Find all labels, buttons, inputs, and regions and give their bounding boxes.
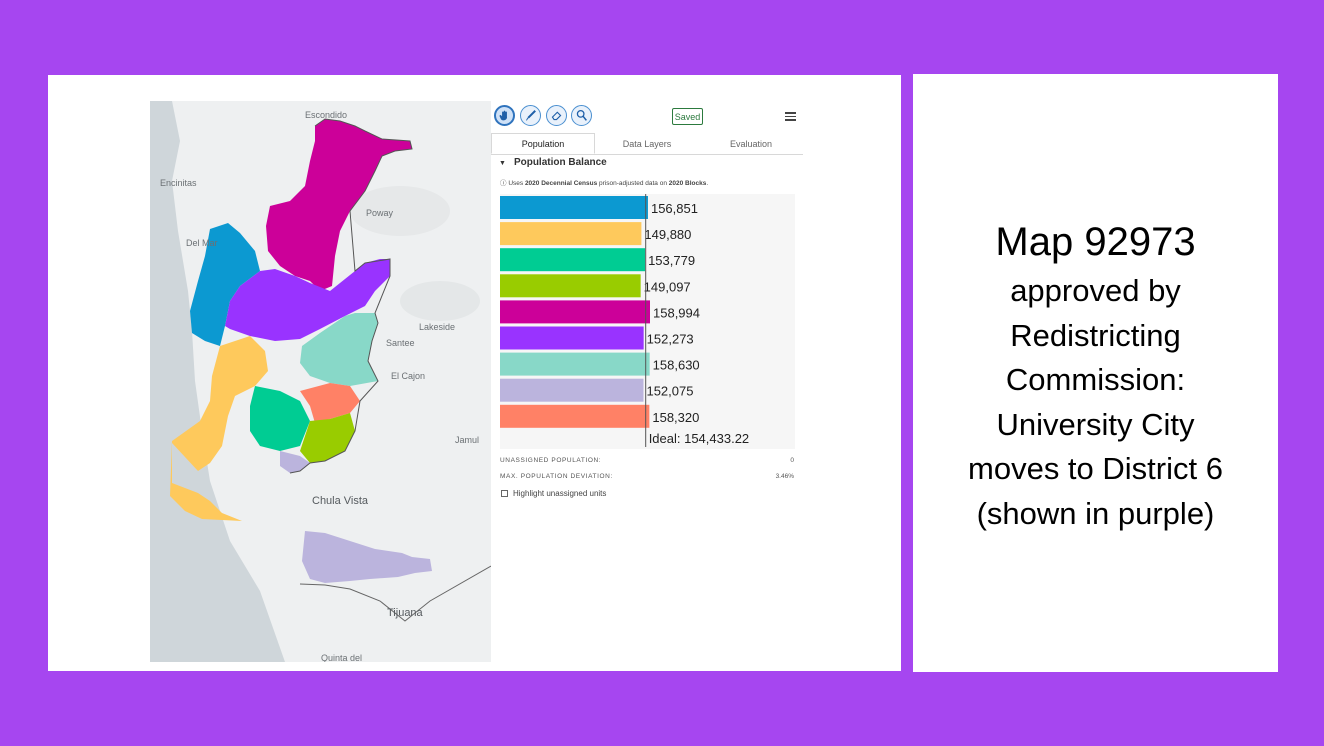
caption-line: University City [996, 406, 1195, 442]
district-bar [500, 274, 641, 298]
info-icon: ⓘ [500, 180, 507, 187]
district-bar [500, 352, 650, 376]
section-title: Population Balance [513, 157, 607, 168]
search-tool-button[interactable] [571, 105, 592, 126]
checkbox-box[interactable] [501, 490, 508, 497]
district-8-south [302, 531, 432, 583]
district-bar [500, 378, 644, 402]
place-label: Santee [386, 338, 415, 348]
place-label: El Cajon [391, 371, 426, 381]
bar-value-label: 158,994 [653, 305, 700, 320]
unassigned-value: 0 [790, 457, 794, 464]
census-note: ⓘ Uses 2020 Decennial Census prison-adju… [500, 177, 708, 187]
note-text: prison-adjusted data on [597, 180, 669, 187]
note-dataset: 2020 Decennial Census [524, 180, 598, 187]
tab-data-layers[interactable]: Data Layers [622, 138, 672, 149]
district-bar [500, 248, 646, 272]
population-balance-toggle[interactable]: ▼ Population Balance [499, 157, 607, 168]
district-2 [170, 336, 268, 521]
hamburger-menu-icon[interactable] [785, 112, 796, 121]
us-mexico-border [299, 565, 491, 622]
bar-value-label: 158,630 [653, 358, 700, 373]
eraser-icon [551, 111, 562, 121]
unassigned-population-row: UNASSIGNED POPULATION: 0 [500, 457, 794, 464]
place-label: Lakeside [419, 322, 456, 332]
max-deviation-row: MAX. POPULATION DEVIATION: 3.46% [500, 473, 794, 480]
bar-value-label: 153,779 [648, 253, 695, 268]
saved-button[interactable]: Saved [672, 108, 703, 125]
pan-icon [499, 110, 508, 121]
district-bar [500, 222, 642, 246]
pan-tool-button[interactable] [494, 105, 515, 126]
bar-value-label: 149,880 [644, 227, 691, 242]
tab-bar: Population Data Layers Evaluation [491, 133, 803, 155]
place-label: Encinitas [160, 178, 197, 188]
search-icon [576, 109, 587, 121]
district-bar [500, 326, 644, 350]
caption-body: approved by Redistricting Commission: Un… [913, 269, 1278, 536]
caption-line: Commission: [1005, 362, 1186, 397]
caption-line: Redistricting [1010, 317, 1181, 353]
districtr-panel: Saved Population Data Layers Evaluation … [491, 101, 803, 521]
district-3 [250, 386, 310, 451]
district-bar [500, 404, 650, 428]
bar-value-label: 149,097 [644, 279, 691, 294]
unassigned-label: UNASSIGNED POPULATION: [500, 457, 602, 464]
caption-title: Map 92973 [995, 220, 1196, 264]
brush-icon [526, 110, 536, 121]
deviation-label: MAX. POPULATION DEVIATION: [500, 473, 613, 480]
highlight-unassigned-checkbox[interactable]: Highlight unassigned units [501, 489, 606, 498]
caption-line: moves to District 6 [968, 451, 1223, 486]
place-label: Quinta del [321, 653, 363, 662]
map-canvas [150, 101, 491, 662]
note-units: 2020 Blocks [668, 180, 707, 187]
place-label: Escondido [305, 110, 348, 120]
caption-line: (shown in purple) [976, 495, 1215, 531]
tab-population[interactable]: Population [491, 133, 595, 154]
district-9 [300, 383, 360, 423]
caption-line: approved by [1010, 273, 1181, 308]
district-1 [190, 223, 260, 346]
place-label: Poway [366, 208, 394, 218]
place-label: Jamul [455, 435, 480, 445]
caret-down-icon: ▼ [499, 160, 506, 167]
note-text: . [706, 180, 709, 187]
slide-caption: Map 92973 approved by Redistricting Comm… [913, 215, 1278, 536]
population-bar-chart: 156,851 149,880 153,779 149,097 158,994 152,2… [500, 194, 795, 449]
district-7 [300, 313, 378, 386]
ocean [150, 101, 285, 662]
place-label: Del Mar [186, 238, 218, 248]
district-6 [225, 259, 390, 341]
district-bar [500, 196, 648, 219]
bar-value-label: 156,851 [651, 201, 698, 216]
tab-evaluation[interactable]: Evaluation [729, 138, 773, 149]
place-label: Tijuana [387, 607, 423, 619]
brush-tool-button[interactable] [520, 105, 541, 126]
toolbar: Saved [491, 101, 803, 131]
place-label: Chula Vista [312, 495, 369, 507]
eraser-tool-button[interactable] [546, 105, 567, 126]
bar-value-label: 152,273 [647, 332, 694, 347]
bar-value-label: 152,075 [646, 384, 693, 399]
district-8 [280, 451, 310, 473]
district-map[interactable]: Escondido Encinitas Del Mar Poway Lakesi… [150, 101, 491, 662]
population-bar-chart-svg: 156,851 149,880 153,779 149,097 158,994 152,2… [500, 194, 749, 447]
bar-value-label: 158,320 [652, 410, 699, 425]
deviation-value: 3.46% [775, 473, 794, 480]
district-5 [266, 119, 412, 291]
slide-right-panel [913, 74, 1278, 672]
highlight-label: Highlight unassigned units [513, 489, 607, 498]
district-4 [300, 413, 355, 463]
ideal-label: Ideal: 154,433.22 [649, 431, 749, 446]
district-bar [500, 300, 650, 324]
note-text: Uses [508, 180, 525, 187]
